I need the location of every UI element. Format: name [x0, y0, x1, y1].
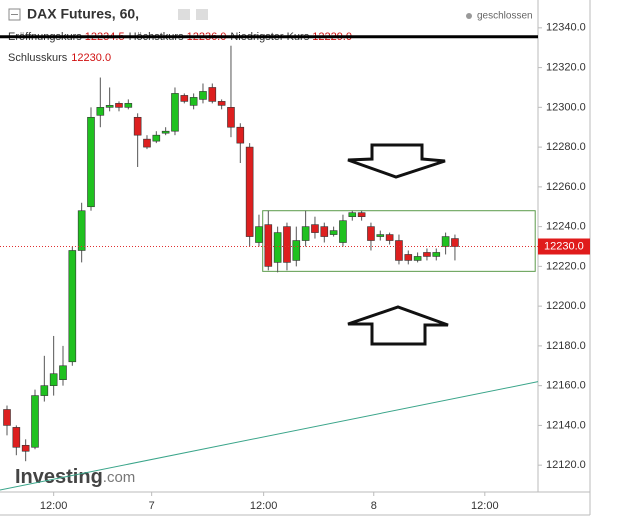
down-arrow	[347, 143, 446, 179]
candle-body	[59, 365, 67, 380]
logo-main: Investing	[15, 466, 103, 488]
candle-body	[96, 107, 105, 116]
candle-body	[208, 87, 217, 102]
candle-body	[264, 224, 273, 267]
candle-body	[385, 234, 394, 241]
y-tick-label: 12120.0	[546, 459, 586, 471]
candle-body	[451, 238, 459, 247]
y-tick-label: 12180.0	[546, 340, 586, 352]
y-tick-label: 12140.0	[546, 419, 586, 431]
y-tick-label: 12260.0	[546, 181, 586, 193]
candle-body	[404, 254, 413, 261]
candle-body	[124, 103, 133, 108]
candle-body	[161, 130, 170, 134]
candle-body	[152, 134, 161, 142]
y-tick-label: 12160.0	[546, 380, 586, 392]
candle-body	[367, 226, 375, 241]
x-tick-label: 12:00	[40, 500, 68, 512]
candle-body	[236, 126, 245, 144]
candle-body	[12, 427, 21, 448]
candle-body	[395, 240, 403, 261]
y-tick-label: 12280.0	[546, 141, 586, 153]
candle-body	[245, 146, 254, 237]
y-tick-label: 12240.0	[546, 221, 586, 233]
candle-body	[68, 250, 77, 363]
candle-body	[292, 240, 301, 261]
candle-body	[227, 107, 235, 128]
candle-body	[348, 212, 357, 217]
settings-icon[interactable]	[196, 9, 208, 20]
candle-body	[339, 220, 347, 243]
candle-body	[413, 256, 422, 261]
candle-body	[105, 105, 114, 108]
candle-body	[217, 101, 226, 106]
candle-body	[49, 373, 58, 386]
candle-body	[21, 444, 30, 452]
y-tick-label: 12220.0	[546, 260, 586, 272]
logo: Investing.com	[15, 466, 135, 488]
candle-body	[273, 232, 282, 263]
logo-suffix: .com	[103, 469, 136, 486]
collapse-icon[interactable]	[8, 8, 21, 21]
y-tick-label: 12300.0	[546, 101, 586, 113]
last-price-box	[538, 238, 590, 255]
candle-body	[133, 116, 142, 136]
candle-body	[311, 224, 319, 233]
candle-body	[320, 226, 329, 237]
candle-body	[171, 93, 179, 132]
candle-body	[441, 236, 450, 247]
candle-body	[189, 97, 198, 106]
up-arrow	[347, 305, 449, 346]
chart-title: DAX Futures, 60,	[27, 6, 139, 22]
close-info: Schlusskurs 12230.0	[8, 52, 111, 64]
x-tick-label: 8	[371, 500, 377, 512]
last-price-label: 12230.0	[544, 240, 584, 252]
candle-body	[87, 116, 95, 208]
candle-body	[432, 252, 441, 257]
y-tick-label: 12320.0	[546, 61, 586, 73]
candle-body	[199, 91, 207, 100]
candle-body	[283, 226, 291, 263]
y-tick-label: 12200.0	[546, 300, 586, 312]
candle-body	[180, 95, 189, 102]
status-dot	[466, 13, 472, 19]
close-label: Schlusskurs	[8, 52, 68, 64]
candle-body	[376, 234, 385, 237]
candle-body	[301, 226, 310, 241]
candle-body	[329, 230, 338, 235]
x-tick-label: 12:00	[250, 500, 278, 512]
eye-icon[interactable]	[178, 9, 190, 20]
trendline	[0, 381, 539, 491]
candle-body	[143, 138, 151, 148]
candle-body	[255, 226, 263, 243]
candle-body	[115, 103, 123, 108]
candle-body	[77, 210, 86, 251]
candle-body	[31, 395, 39, 448]
candle-body	[3, 409, 11, 426]
x-tick-label: 7	[149, 500, 155, 512]
close-value: 12230.0	[71, 52, 111, 64]
candle-body	[40, 385, 49, 396]
candle-body	[423, 252, 431, 257]
x-tick-label: 12:00	[471, 500, 499, 512]
candle-body	[357, 212, 366, 217]
y-tick-label: 12340.0	[546, 22, 586, 34]
status: geschlossen	[477, 11, 533, 22]
